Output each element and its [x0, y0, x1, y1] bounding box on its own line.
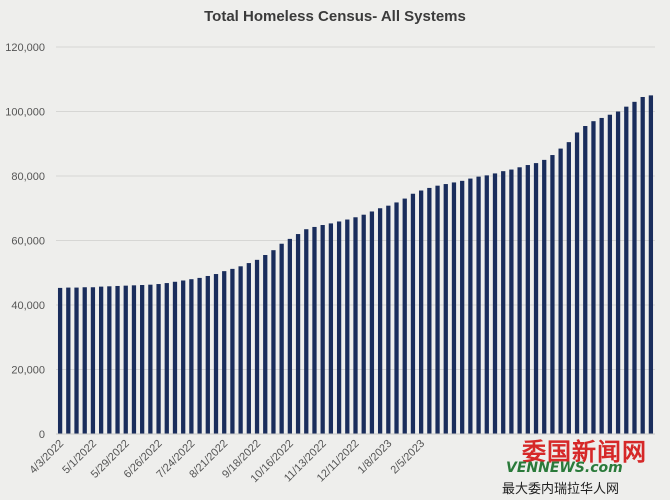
y-tick-label: 60,000	[11, 236, 45, 248]
bar	[123, 285, 128, 434]
bar	[632, 101, 637, 434]
bar	[615, 111, 621, 434]
bar	[435, 185, 440, 434]
bar	[107, 286, 112, 434]
chart-title: Total Homeless Census- All Systems	[204, 8, 466, 25]
bar	[230, 268, 235, 434]
x-tick-label: 1/8/2023	[356, 438, 395, 477]
bar	[131, 285, 137, 434]
watermark-cn-sub: 最大委内瑞拉华人网	[502, 482, 620, 497]
bar	[148, 284, 153, 434]
bar	[74, 287, 79, 434]
bar	[205, 275, 210, 434]
bar	[574, 132, 580, 434]
bar	[90, 287, 96, 434]
bar	[353, 217, 358, 434]
bar	[156, 284, 161, 434]
bar	[394, 202, 399, 434]
bar	[82, 287, 87, 434]
bar	[312, 226, 317, 434]
bar	[197, 277, 202, 434]
bar	[533, 163, 539, 434]
bar	[345, 219, 350, 434]
watermark-cn-title: 委国新闻网	[522, 438, 647, 466]
bar	[583, 126, 588, 434]
bar	[336, 221, 342, 434]
bar	[164, 283, 169, 434]
y-tick-label: 0	[39, 429, 45, 441]
bar	[57, 287, 63, 434]
bar	[640, 96, 645, 435]
x-tick-label: 2/5/2023	[388, 438, 427, 477]
bar	[566, 142, 571, 434]
bar	[509, 169, 514, 435]
bar	[66, 287, 71, 434]
bar	[427, 187, 432, 434]
bar	[320, 225, 325, 434]
bar	[451, 182, 457, 434]
watermark-logo: 委国新闻网 VENNEWS.com 最大委内瑞拉华人网	[470, 430, 670, 500]
bar	[377, 208, 383, 434]
bar	[172, 281, 178, 434]
bar	[468, 178, 473, 434]
x-axis-tick-labels: 4/3/20225/1/20225/29/20226/26/20227/24/2…	[27, 438, 427, 485]
bar	[279, 243, 284, 434]
bar	[254, 259, 260, 434]
bar	[361, 214, 366, 434]
bar	[402, 198, 407, 434]
bar	[484, 175, 489, 435]
bar	[410, 193, 416, 434]
y-tick-label: 20,000	[11, 365, 45, 377]
bar	[213, 274, 219, 434]
bar	[99, 286, 104, 434]
bar	[369, 211, 375, 434]
bar	[599, 117, 604, 434]
bar	[476, 176, 481, 434]
bar	[460, 180, 465, 434]
bar	[263, 255, 268, 434]
bar	[517, 167, 522, 435]
bar	[271, 250, 276, 434]
bar	[542, 159, 547, 435]
y-tick-label: 80,000	[11, 171, 45, 183]
bar	[246, 263, 251, 434]
bar	[591, 121, 596, 435]
bar	[304, 229, 309, 434]
bar	[501, 171, 506, 434]
y-tick-label: 40,000	[11, 300, 45, 312]
bar	[492, 173, 498, 435]
y-tick-label: 120,000	[5, 42, 45, 54]
bar	[222, 271, 227, 434]
bar	[648, 95, 654, 435]
bar	[181, 280, 186, 434]
bars	[57, 95, 654, 435]
bar	[558, 148, 563, 434]
bar	[287, 238, 292, 434]
y-axis-tick-labels: 0 20,000 40,000 60,000 80,000 100,000 120,000	[5, 42, 45, 441]
bar	[419, 190, 424, 434]
bar	[295, 234, 301, 434]
bar	[607, 114, 613, 434]
bar	[328, 223, 334, 434]
bar	[140, 285, 145, 434]
bar	[189, 279, 194, 434]
watermark-en-name: VENNEWS.com	[506, 460, 623, 476]
bar	[550, 155, 555, 435]
bar	[624, 106, 629, 434]
bar	[115, 285, 120, 434]
bar	[386, 205, 391, 434]
bar	[525, 165, 530, 435]
y-tick-label: 100,000	[5, 107, 45, 119]
bar	[443, 184, 448, 434]
x-tick-label: 4/3/2022	[27, 438, 66, 477]
bar	[238, 266, 243, 434]
